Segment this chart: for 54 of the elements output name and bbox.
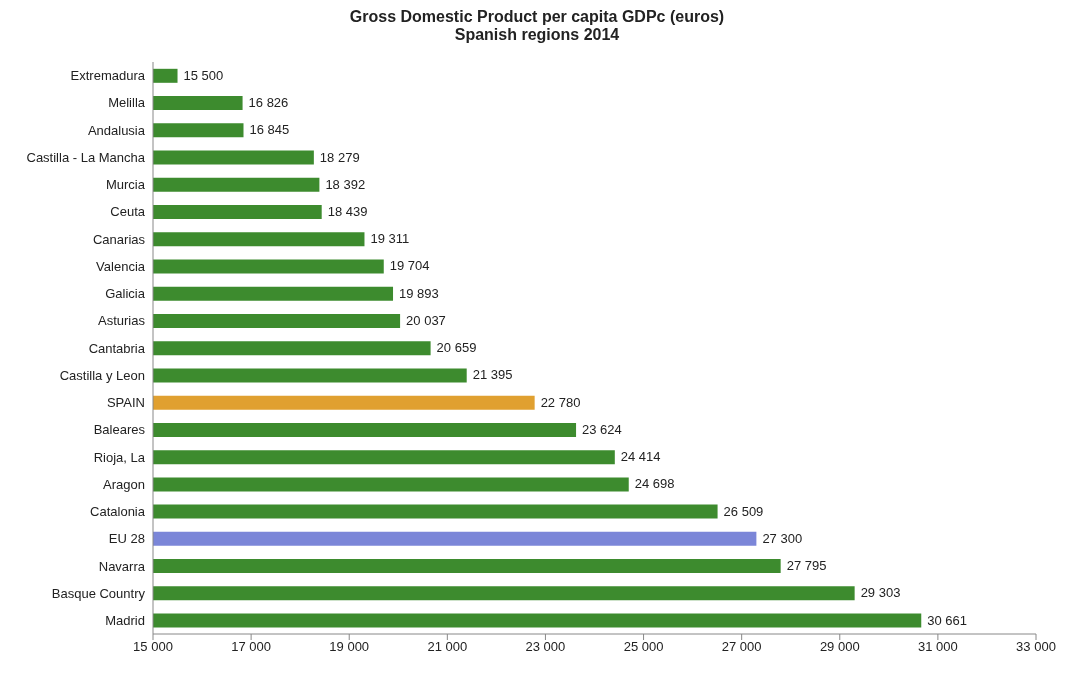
data-label: 19 893 bbox=[399, 285, 439, 301]
y-tick-label: Galicia bbox=[105, 286, 146, 302]
x-tick-label: 23 000 bbox=[525, 639, 566, 655]
y-tick-label: Cantabria bbox=[88, 340, 146, 356]
data-label: 16 845 bbox=[249, 122, 290, 138]
data-label: 19 311 bbox=[370, 231, 410, 247]
x-tick-label: 19 000 bbox=[329, 639, 370, 655]
x-tick-label: 21 000 bbox=[427, 639, 468, 655]
data-label: 18 439 bbox=[327, 204, 368, 219]
y-tick-label: Canarias bbox=[92, 231, 146, 247]
data-label: 23 624 bbox=[582, 421, 622, 437]
y-tick-label: Castilla y Leon bbox=[59, 367, 145, 383]
data-label: 30 661 bbox=[927, 612, 968, 628]
y-tick-label: Aragon bbox=[103, 476, 145, 492]
y-tick-label: SPAIN bbox=[106, 395, 145, 411]
x-tick-label: 15 000 bbox=[133, 639, 173, 655]
y-tick-label: Asturias bbox=[98, 313, 146, 329]
data-label: 19 704 bbox=[389, 258, 430, 274]
y-tick-label: Baleares bbox=[93, 422, 146, 438]
data-label: 27 795 bbox=[786, 558, 827, 574]
chart-title: Gross Domestic Product per capita GDPc (euros) bbox=[348, 8, 726, 26]
y-tick-label: Extremadura bbox=[70, 68, 146, 84]
data-label: 18 392 bbox=[325, 176, 366, 192]
y-tick-label: Madrid bbox=[105, 613, 145, 628]
chart-subtitle: Spanish regions 2014 bbox=[453, 26, 621, 44]
x-tick-label: 31 000 bbox=[918, 639, 958, 655]
data-label: 24 414 bbox=[620, 449, 661, 465]
x-tick-label: 33 000 bbox=[1016, 639, 1056, 655]
data-label: 16 826 bbox=[248, 95, 289, 111]
y-tick-label: Melilla bbox=[108, 95, 146, 111]
y-tick-label: Valencia bbox=[96, 258, 146, 274]
data-label: 21 395 bbox=[472, 367, 513, 383]
y-tick-label: Andalusia bbox=[87, 122, 146, 138]
data-label: 26 509 bbox=[723, 503, 764, 519]
data-label: 29 303 bbox=[860, 585, 901, 601]
data-label: 22 780 bbox=[540, 394, 581, 410]
data-label: 15 500 bbox=[183, 67, 224, 83]
data-label: 18 279 bbox=[319, 149, 360, 165]
y-tick-label: Catalonia bbox=[90, 504, 146, 520]
data-label: 24 698 bbox=[634, 476, 675, 492]
y-tick-label: EU 28 bbox=[108, 531, 145, 547]
y-tick-label: Rioja, La bbox=[93, 449, 146, 465]
y-tick-label: Navarra bbox=[98, 558, 146, 574]
x-tick-label: 29 000 bbox=[819, 639, 860, 655]
x-tick-label: 17 000 bbox=[231, 639, 271, 655]
data-label: 27 300 bbox=[762, 530, 803, 546]
y-tick-label: Castilla - La Mancha bbox=[26, 149, 146, 165]
y-tick-label: Basque Country bbox=[51, 585, 146, 601]
y-tick-label: Ceuta bbox=[110, 204, 146, 220]
y-tick-label: Murcia bbox=[105, 177, 146, 193]
data-label: 20 037 bbox=[406, 312, 446, 328]
x-tick-label: 27 000 bbox=[721, 639, 762, 655]
x-tick-label: 25 000 bbox=[623, 639, 664, 655]
data-label: 20 659 bbox=[436, 340, 477, 356]
